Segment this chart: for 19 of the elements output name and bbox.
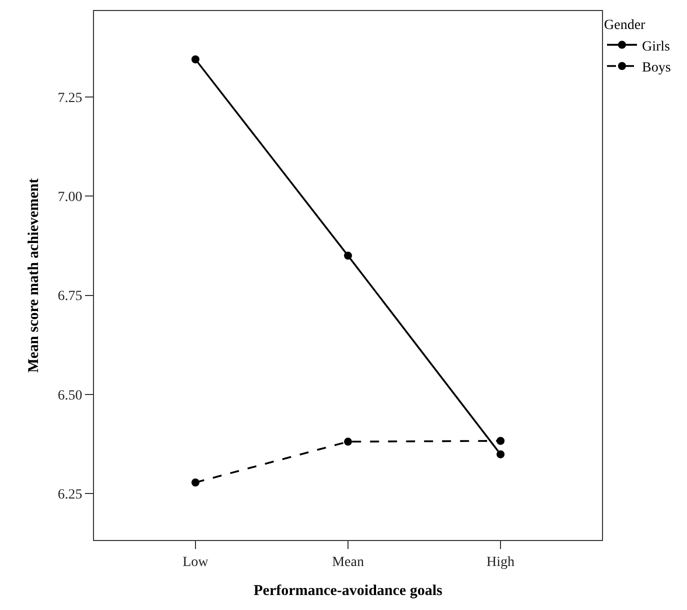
y-tick-label: 6.75 (58, 289, 82, 304)
point (191, 478, 200, 486)
point (496, 436, 505, 445)
y-tick-label: 6.25 (58, 488, 82, 502)
legend-label: Boys (642, 60, 671, 76)
point (344, 252, 352, 260)
point (191, 55, 200, 64)
x-tick-label: Low (182, 554, 210, 570)
point (344, 438, 352, 446)
x-tick-label: High (486, 554, 515, 570)
point (496, 450, 505, 458)
x-axis-title: Performance-avoidance goals (254, 582, 443, 599)
y-tick-label: 6.50 (58, 388, 82, 404)
legend-label: Girls (642, 39, 670, 54)
legend-title: Gender (604, 18, 646, 34)
y-tick-label: 7.00 (58, 190, 82, 206)
y-tick-label: 7.25 (58, 90, 82, 106)
x-tick-label: Mean (332, 554, 364, 570)
y-axis-title: Mean score math achievement (26, 178, 42, 373)
